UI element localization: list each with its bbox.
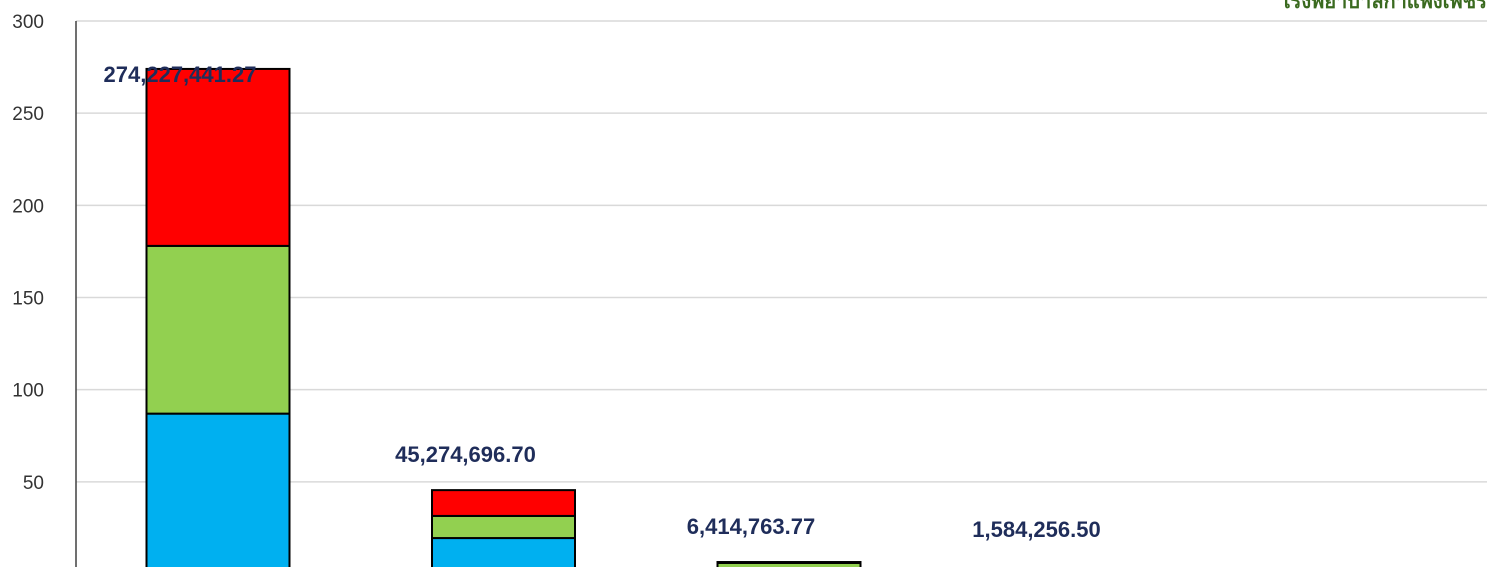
y-tick-label: 250 [12, 104, 44, 125]
bar-segment [431, 537, 576, 567]
bars [145, 67, 862, 567]
bar-segment [145, 244, 291, 415]
data-label: 45,274,696.70 [395, 442, 536, 467]
y-tick-label: 150 [12, 289, 44, 310]
y-tick-label: 300 [12, 12, 44, 33]
y-tick-label: 100 [12, 381, 44, 402]
data-label: 274,227,441.27 [104, 62, 257, 87]
y-tick-label: 0 [33, 565, 44, 567]
y-tick-label: 50 [23, 473, 44, 494]
bar-segment [716, 561, 862, 564]
bar-segment [431, 489, 576, 517]
bar-segment [145, 412, 291, 567]
data-label: 1,584,256.50 [972, 517, 1100, 542]
bar-segment [145, 67, 291, 247]
y-axis: 0 50 100 150 200 250 300 [12, 12, 77, 567]
gridlines [76, 20, 1487, 483]
y-tick-label: 200 [12, 196, 44, 217]
data-label: 6,414,763.77 [687, 514, 815, 539]
data-labels: 274,227,441.27 45,274,696.70 6,414,763.77 1… [104, 62, 1101, 542]
corner-title: โรงพยาบาลกำแพงเพชร [1279, 0, 1487, 13]
bar-segment [431, 514, 576, 540]
